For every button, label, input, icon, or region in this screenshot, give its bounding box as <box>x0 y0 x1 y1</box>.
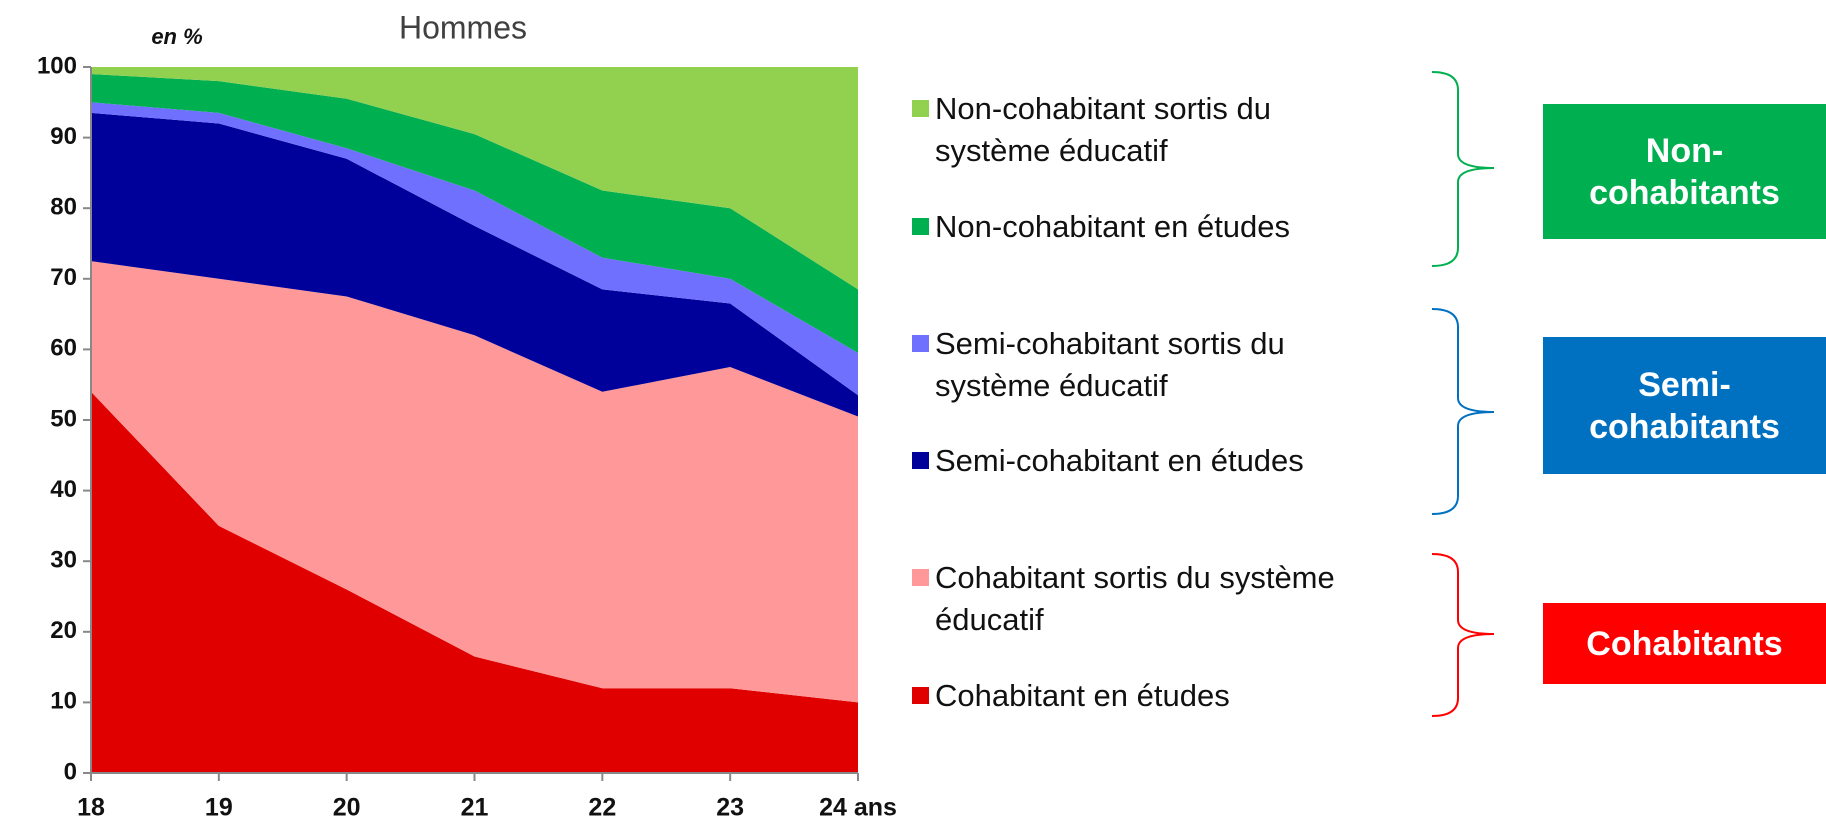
chart-title: Hommes <box>399 9 527 45</box>
y-tick-label: 50 <box>50 405 77 432</box>
y-tick-label: 100 <box>37 52 77 79</box>
x-tick-label: 22 <box>588 794 616 822</box>
x-tick-label: 18 <box>77 794 105 822</box>
group-label: Cohabitants <box>1543 603 1826 684</box>
legend-item: Cohabitant sortis du système éducatif <box>912 557 1382 641</box>
y-tick-label: 30 <box>50 547 77 574</box>
group-label-line: cohabitants <box>1589 173 1780 212</box>
group-label: Semi-cohabitants <box>1543 337 1826 474</box>
legend-label: Non-cohabitant sortis du système éducati… <box>935 91 1272 168</box>
legend-item: Non-cohabitant sortis du système éducati… <box>912 88 1382 172</box>
legend-swatch <box>912 100 929 117</box>
x-tick-label: 23 <box>716 794 744 822</box>
area <box>91 67 858 290</box>
legend-label: Semi-cohabitant en études <box>935 443 1304 478</box>
group-label-line: Semi- <box>1638 365 1731 404</box>
group-label-line: cohabitants <box>1589 407 1780 446</box>
area <box>91 74 858 353</box>
y-tick-label: 90 <box>50 123 77 150</box>
y-tick-label: 60 <box>50 335 77 362</box>
x-tick-label: 20 <box>333 794 361 822</box>
x-tick-label: 19 <box>205 794 233 822</box>
bracket <box>1431 308 1495 515</box>
bracket <box>1431 71 1495 267</box>
y-tick-label: 70 <box>50 264 77 291</box>
y-tick-label: 20 <box>50 617 77 644</box>
group-label-line: Cohabitants <box>1586 624 1783 663</box>
x-tick-label: 21 <box>461 794 489 822</box>
area <box>91 112 858 417</box>
bracket <box>1431 553 1495 717</box>
y-tick-label: 40 <box>50 476 77 503</box>
legend-swatch <box>912 218 929 235</box>
legend-label: Non-cohabitant en études <box>935 209 1291 244</box>
x-tick-label: 24 ans <box>819 794 897 822</box>
legend-swatch <box>912 335 929 352</box>
legend-item: Non-cohabitant en études <box>912 206 1382 248</box>
legend-label: Semi-cohabitant sortis du système éducat… <box>935 326 1285 403</box>
legend-item: Semi-cohabitant en études <box>912 440 1382 482</box>
legend-item: Semi-cohabitant sortis du système éducat… <box>912 323 1382 407</box>
area <box>91 391 858 773</box>
legend-swatch <box>912 452 929 469</box>
y-tick-label: 10 <box>50 688 77 715</box>
area <box>91 261 858 703</box>
group-label-line: Non- <box>1645 131 1724 170</box>
group-label: Non-cohabitants <box>1543 104 1826 239</box>
legend-swatch <box>912 569 929 586</box>
legend-swatch <box>912 687 929 704</box>
legend-label: Cohabitant sortis du système éducatif <box>935 560 1335 637</box>
legend-label: Cohabitant en études <box>935 678 1230 713</box>
y-axis-label: en % <box>151 24 202 49</box>
y-tick-label: 80 <box>50 194 77 221</box>
legend-item: Cohabitant en études <box>912 675 1382 717</box>
y-tick-label: 0 <box>64 758 77 785</box>
